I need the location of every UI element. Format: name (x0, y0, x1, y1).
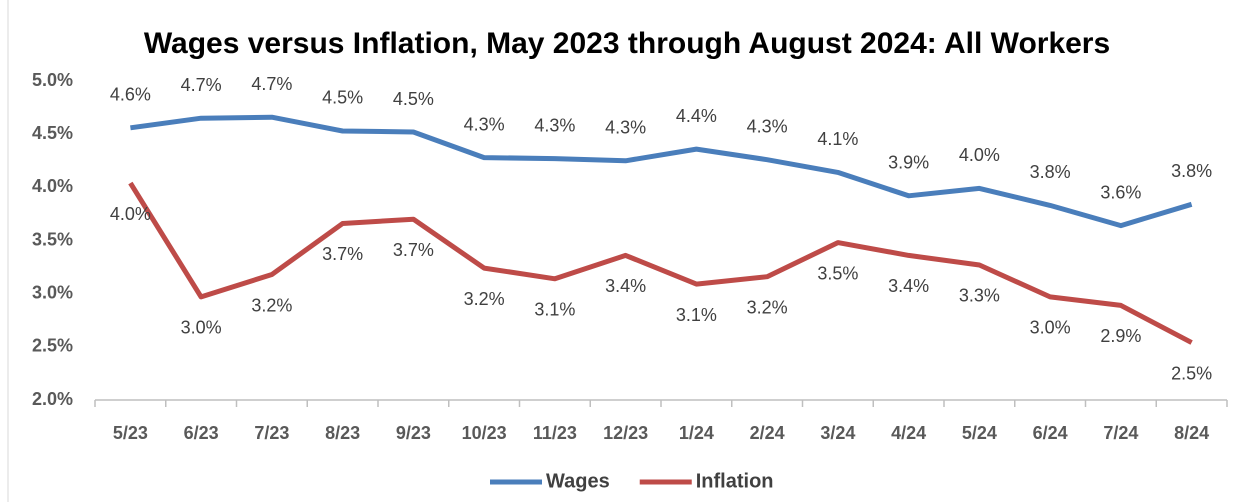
data-label: 3.1% (534, 300, 575, 320)
data-label: 4.3% (605, 118, 646, 138)
data-label: 3.4% (605, 276, 646, 296)
data-label: 4.3% (747, 116, 788, 136)
y-tick-label: 4.5% (32, 123, 73, 143)
data-label: 2.5% (1171, 363, 1212, 383)
data-label: 3.6% (1100, 182, 1141, 202)
series-line (128, 181, 1193, 345)
x-tick-label: 8/23 (325, 423, 360, 443)
data-label: 3.5% (817, 263, 858, 283)
data-label: 4.0% (110, 204, 151, 224)
x-tick-label: 3/24 (820, 423, 855, 443)
data-label: 4.0% (959, 145, 1000, 165)
y-tick-label: 2.0% (32, 389, 73, 409)
data-label: 4.1% (817, 129, 858, 149)
data-label: 4.6% (110, 85, 151, 105)
data-label: 3.3% (959, 286, 1000, 306)
x-tick-label: 4/24 (891, 423, 926, 443)
data-label: 2.9% (1100, 326, 1141, 346)
data-label: 4.3% (534, 115, 575, 135)
data-label: 3.0% (181, 318, 222, 338)
data-label: 4.5% (322, 88, 363, 108)
x-tick-label: 9/23 (396, 423, 431, 443)
y-tick-label: 2.5% (32, 336, 73, 356)
x-tick-label: 7/23 (254, 423, 289, 443)
data-label: 4.7% (251, 74, 292, 94)
x-tick-label: 11/23 (533, 423, 577, 443)
x-tick-label: 6/24 (1033, 423, 1068, 443)
x-tick-label: 2/24 (750, 423, 785, 443)
x-tick-label: 8/24 (1174, 423, 1209, 443)
y-tick-label: 4.0% (32, 176, 73, 196)
data-label: 4.3% (464, 114, 505, 134)
x-tick-label: 10/23 (462, 423, 507, 443)
data-label: 3.4% (888, 276, 929, 296)
data-label: 3.7% (322, 244, 363, 264)
x-tick-label: 5/24 (962, 423, 997, 443)
data-label: 3.2% (251, 295, 292, 315)
x-tick-label: 1/24 (679, 423, 714, 443)
series-line (130, 114, 1193, 229)
y-tick-label: 5.0% (32, 70, 73, 90)
data-label: 4.7% (181, 75, 222, 95)
data-label: 3.9% (888, 153, 929, 173)
chart-title: Wages versus Inflation, May 2023 through… (144, 27, 1110, 60)
data-label: 3.2% (747, 297, 788, 317)
data-label: 3.8% (1171, 161, 1212, 181)
legend-label: Inflation (696, 470, 774, 492)
legend-label: Wages (546, 470, 610, 492)
x-tick-label: 12/23 (603, 423, 648, 443)
data-label: 3.2% (464, 289, 505, 309)
data-label: 3.7% (393, 240, 434, 260)
y-tick-label: 3.0% (32, 282, 73, 302)
data-label: 4.5% (393, 89, 434, 109)
x-tick-label: 6/23 (184, 423, 219, 443)
x-tick-label: 5/23 (113, 423, 148, 443)
data-label: 3.8% (1030, 162, 1071, 182)
data-label: 3.1% (676, 305, 717, 325)
y-tick-label: 3.5% (32, 229, 73, 249)
data-label: 3.0% (1030, 318, 1071, 338)
x-tick-label: 7/24 (1103, 423, 1138, 443)
data-label: 4.4% (676, 106, 717, 126)
